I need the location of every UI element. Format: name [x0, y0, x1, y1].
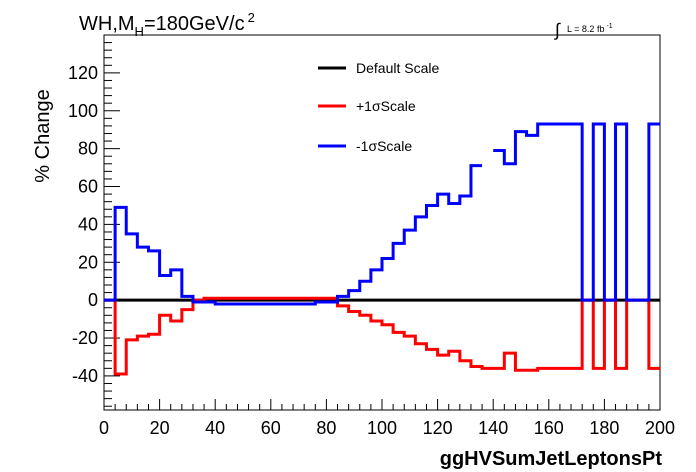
- y-tick-label: -40: [72, 366, 98, 386]
- y-tick-label: 40: [78, 214, 98, 234]
- series-line: [104, 296, 660, 376]
- x-tick-label: 160: [534, 418, 564, 438]
- plot-frame: [103, 34, 661, 411]
- y-axis-label: % Change: [32, 89, 54, 182]
- axis-ticks: 0 20 40 60 80 100 120 140 160 180 200 -40 -20 0 20 40 60…: [68, 42, 675, 438]
- luminosity-integral: ∫: [553, 20, 561, 40]
- y-tick-label: 20: [78, 252, 98, 272]
- series-line: [104, 122, 660, 306]
- x-tick-label: 200: [645, 418, 675, 438]
- x-axis-label: ggHVSumJetLeptonsPt: [440, 448, 663, 470]
- y-tick-label: 80: [78, 139, 98, 159]
- chart-header: WH,MH=180GeV/c 2: [79, 10, 255, 39]
- legend-entry: Default Scale: [356, 60, 439, 76]
- x-tick-label: 0: [99, 418, 109, 438]
- x-tick-label: 40: [205, 418, 225, 438]
- x-tick-label: 100: [367, 418, 397, 438]
- y-tick-label: 60: [78, 177, 98, 197]
- x-tick-label: 140: [478, 418, 508, 438]
- y-tick-label: 0: [88, 290, 98, 310]
- x-tick-label: 180: [589, 418, 619, 438]
- x-tick-label: 120: [423, 418, 453, 438]
- legend: Default Scale +1σScale -1σScale: [318, 60, 439, 154]
- legend-entry: -1σScale: [356, 138, 412, 154]
- x-tick-label: 80: [316, 418, 336, 438]
- x-tick-label: 20: [150, 418, 170, 438]
- x-tick-label: 60: [261, 418, 281, 438]
- y-tick-label: 120: [68, 63, 98, 83]
- luminosity-label: L = 8.2 fb -1: [567, 23, 613, 34]
- legend-entry: +1σScale: [356, 98, 416, 114]
- y-tick-label: -20: [72, 328, 98, 348]
- y-tick-label: 100: [68, 101, 98, 121]
- series-layer: [104, 122, 660, 376]
